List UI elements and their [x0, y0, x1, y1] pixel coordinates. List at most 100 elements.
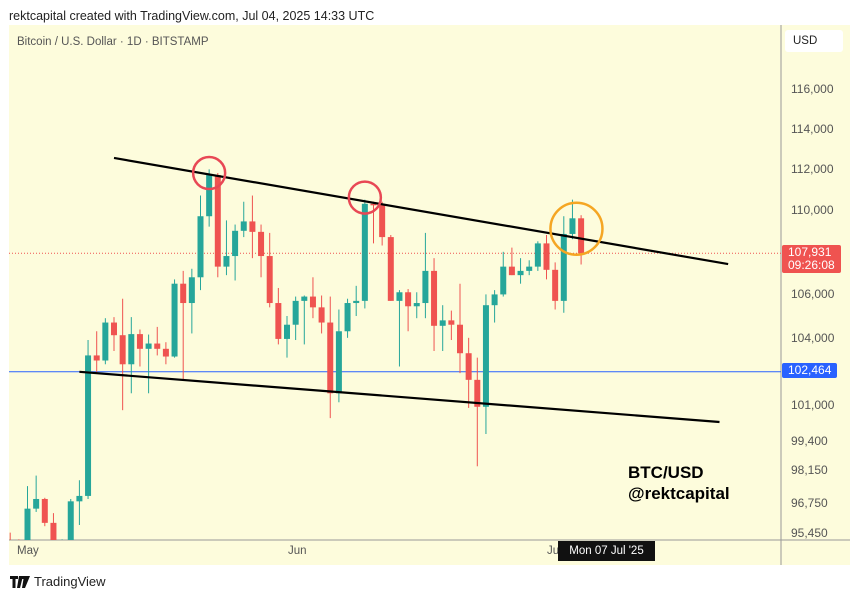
watermark-pair: BTC/USD [628, 463, 704, 482]
candle-body [491, 294, 498, 306]
candle-body [500, 266, 507, 295]
candle-body [396, 292, 403, 301]
highlight-circle-red [191, 155, 227, 191]
candle-body [431, 270, 438, 326]
candle-body [439, 320, 446, 326]
candle-body [560, 233, 567, 301]
candle-body [457, 324, 463, 354]
candle-body [482, 305, 489, 407]
candle-body [16, 562, 22, 564]
candle-body [405, 292, 412, 307]
candle-body [128, 334, 135, 365]
upper-trendline [113, 156, 729, 266]
candle-body [344, 303, 351, 332]
y-tick-label: 112,000 [791, 161, 834, 176]
y-tick-label: 116,000 [791, 81, 834, 96]
lower-trendline [79, 370, 720, 424]
candle-body [379, 204, 386, 238]
candle-body [188, 277, 195, 304]
candle-body [552, 269, 559, 301]
candle-body [465, 353, 472, 380]
candle-body [7, 545, 13, 562]
footer-brand[interactable]: TradingView [10, 574, 106, 589]
candle-body [41, 498, 48, 523]
last-price-label: 107,931 09:26:08 [782, 245, 841, 273]
candle-body [206, 175, 213, 217]
candle-body [284, 324, 290, 339]
candle-body [93, 355, 100, 361]
candle-body [136, 334, 143, 349]
candle-body [266, 256, 273, 304]
currency-selector[interactable]: USD [785, 30, 843, 52]
candle-body [387, 237, 394, 301]
candle-body [50, 522, 57, 540]
candle-body [154, 343, 161, 349]
candle-body [102, 322, 109, 361]
candle-body [240, 221, 247, 231]
candle-body [578, 218, 585, 254]
chart-panel[interactable] [9, 25, 850, 565]
candle-body [413, 303, 420, 307]
x-tick-jun: Jun [288, 545, 307, 557]
candle-body [76, 495, 83, 502]
candle-body [214, 175, 221, 267]
candle-body [534, 243, 541, 267]
bar-countdown: 09:26:08 [788, 258, 835, 272]
candle-body [292, 300, 299, 325]
candle-body [569, 218, 576, 234]
candle-body [232, 230, 239, 257]
candle-body [543, 243, 550, 270]
candle-body [309, 296, 316, 308]
tradingview-logo-icon [10, 575, 30, 588]
candle-body [327, 322, 334, 394]
horizontal-line-label: 102,464 [782, 363, 838, 378]
candle-body [59, 550, 65, 561]
candle-body [67, 501, 74, 540]
candle-body [370, 203, 377, 206]
candle-body [318, 307, 325, 323]
highlight-circle-orange [549, 201, 604, 256]
candle-body [448, 320, 455, 325]
y-tick-label: 110,000 [791, 203, 834, 217]
candle-body [517, 270, 524, 276]
candle-body [335, 331, 342, 394]
watermark-text: BTC/USD @rektcapital [628, 462, 730, 504]
candle-body [223, 256, 230, 267]
candle-body [111, 322, 117, 336]
candle-body [162, 348, 169, 357]
highlight-circle-red [347, 180, 383, 215]
y-tick-label: 104,000 [791, 330, 835, 345]
candle-body [119, 335, 126, 365]
crosshair-date-label: Mon 07 Jul '25 [558, 541, 655, 561]
x-tick-may: May [17, 545, 39, 557]
candle-body [422, 270, 429, 304]
footer-brand-label: TradingView [34, 574, 106, 589]
candle-body [258, 231, 265, 257]
candle-body [301, 296, 308, 301]
last-price-value: 107,931 [788, 245, 832, 259]
y-tick-label: 95,450 [791, 526, 828, 541]
y-tick-label: 96,750 [791, 495, 828, 510]
candle-body [145, 343, 152, 349]
candle-body [24, 508, 31, 540]
chart-credit: rektcapital created with TradingView.com… [9, 9, 375, 23]
candle-body [275, 303, 282, 339]
y-tick-label: 99,400 [791, 433, 828, 448]
candle-body [508, 266, 515, 276]
candle-body [171, 283, 178, 357]
candle-body [526, 266, 533, 271]
candle-body [85, 355, 92, 496]
candle-body [197, 216, 204, 278]
watermark-author: @rektcapital [628, 484, 730, 503]
candle-body [249, 221, 256, 232]
candle-body [33, 498, 40, 509]
y-tick-label: 98,150 [791, 462, 828, 477]
symbol-info: Bitcoin / U.S. Dollar · 1D · BITSTAMP [17, 36, 209, 48]
y-tick-label: 106,000 [791, 287, 835, 302]
candle-body [361, 203, 368, 301]
candle-body [353, 300, 360, 304]
candle-body [180, 283, 187, 304]
x-tick-jul: Ju [547, 545, 560, 557]
y-tick-label: 114,000 [791, 121, 834, 136]
